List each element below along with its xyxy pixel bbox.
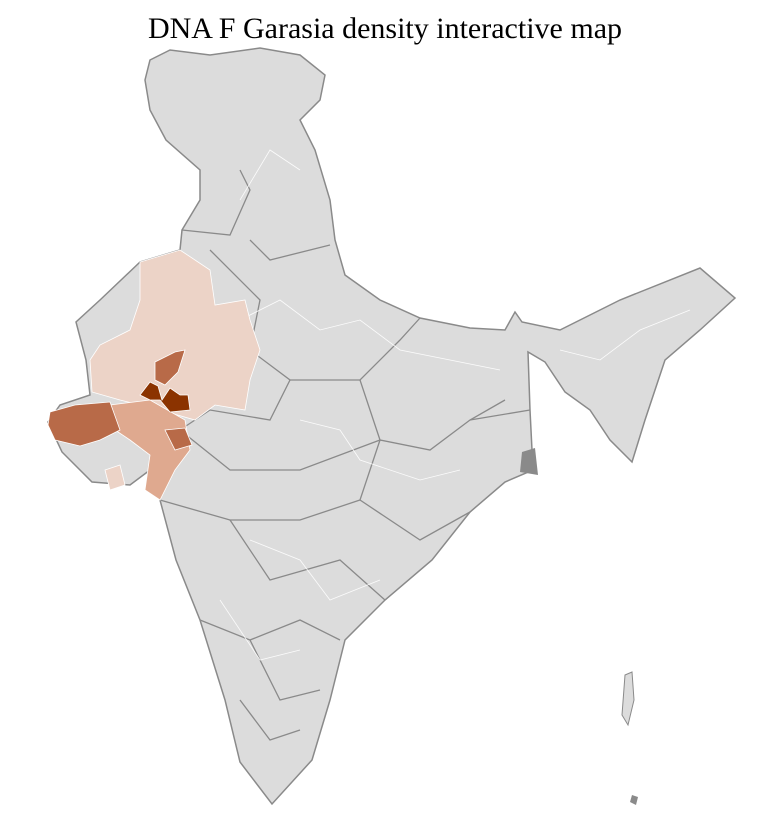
island-nicobar — [630, 795, 638, 805]
sundarbans-marker — [520, 448, 538, 475]
map-title: DNA F Garasia density interactive map — [147, 12, 623, 45]
region-mid-density[interactable] — [154, 349, 186, 386]
region-kutch[interactable] — [47, 401, 121, 447]
region-saurashtra-low[interactable] — [104, 464, 126, 491]
region-rajasthan[interactable] — [89, 249, 261, 421]
region-mid-density-2[interactable] — [164, 427, 193, 451]
region-gujarat-south[interactable] — [109, 399, 191, 501]
state-borders — [159, 169, 531, 741]
region-high-density[interactable] — [139, 381, 191, 413]
island-andaman — [621, 671, 635, 727]
